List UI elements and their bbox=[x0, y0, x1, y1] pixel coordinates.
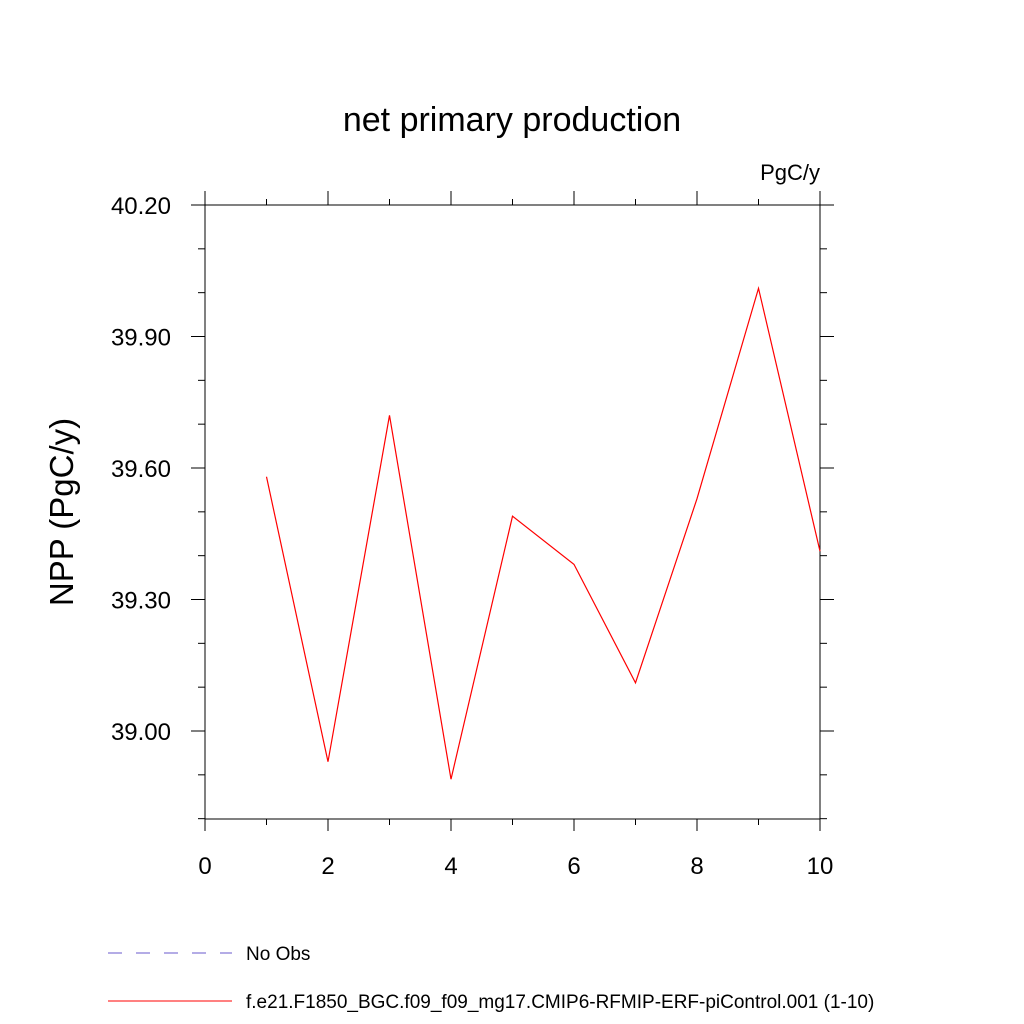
series-line-1 bbox=[265, 285, 821, 780]
x-axis-ticks: 0 2 4 6 8 10 bbox=[198, 191, 833, 880]
x-tick-label: 8 bbox=[690, 853, 703, 880]
x-tick-label: 4 bbox=[444, 853, 457, 880]
x-tick-label: 0 bbox=[198, 853, 211, 880]
legend-label-no-obs: No Obs bbox=[246, 944, 310, 965]
chart-title: net primary production bbox=[343, 101, 681, 139]
y-axis-ticks: 39.00 39.30 39.60 39.90 40.20 bbox=[111, 193, 834, 820]
legend: No Obs f.e21.F1850_BGC.f09_f09_mg17.CMIP… bbox=[108, 944, 874, 1013]
y-tick-label: 39.90 bbox=[111, 325, 171, 352]
y-tick-label: 40.20 bbox=[111, 193, 171, 220]
y-tick-label: 39.30 bbox=[111, 588, 171, 615]
legend-label-model: f.e21.F1850_BGC.f09_f09_mg17.CMIP6-RFMIP… bbox=[246, 992, 874, 1013]
units-label: PgC/y bbox=[760, 160, 820, 185]
plot-frame bbox=[204, 204, 821, 820]
x-tick-label: 10 bbox=[807, 853, 834, 880]
y-tick-label: 39.60 bbox=[111, 456, 171, 483]
series-layer bbox=[265, 285, 821, 780]
x-tick-label: 2 bbox=[321, 853, 334, 880]
y-axis-label: NPP (PgC/y) bbox=[43, 418, 80, 606]
y-tick-label: 39.00 bbox=[111, 719, 171, 746]
x-tick-label: 6 bbox=[567, 853, 580, 880]
